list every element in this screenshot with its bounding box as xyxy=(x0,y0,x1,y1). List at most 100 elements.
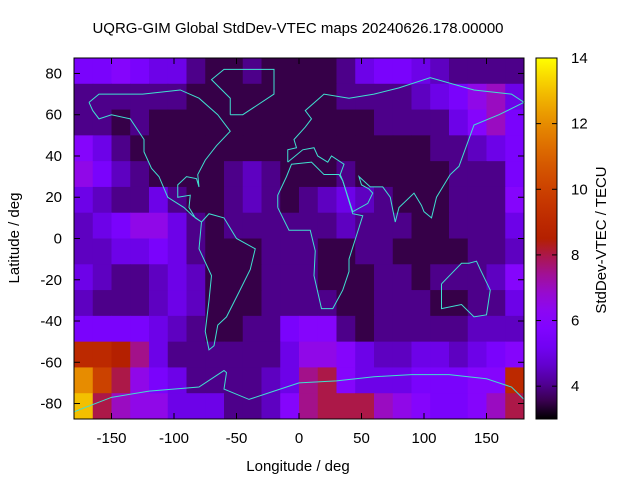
heatmap-cell xyxy=(242,161,262,188)
heatmap-cell xyxy=(299,161,319,188)
heatmap-cell xyxy=(411,393,431,420)
heatmap-cell xyxy=(449,58,469,85)
heatmap-cell xyxy=(411,238,431,265)
heatmap-cell xyxy=(261,393,281,420)
heatmap-cell xyxy=(224,367,244,394)
heatmap-cell xyxy=(317,109,337,136)
heatmap-cell xyxy=(74,341,94,368)
x-tick-label: -150 xyxy=(96,430,126,447)
y-tick-label: 20 xyxy=(45,189,62,206)
heatmap-cell xyxy=(92,109,112,136)
heatmap-cell xyxy=(242,341,262,368)
heatmap-cell xyxy=(205,83,225,111)
heatmap-cell xyxy=(224,135,244,162)
heatmap-cell xyxy=(505,109,525,136)
heatmap-cell xyxy=(111,83,131,111)
heatmap-cell xyxy=(374,135,394,162)
heatmap-cell xyxy=(467,212,487,239)
colorbar-tick-label: 14 xyxy=(571,50,588,67)
heatmap-cell xyxy=(336,83,356,111)
heatmap-cell xyxy=(317,367,337,394)
heatmap-cell xyxy=(392,58,412,85)
x-axis-ticks: -150 -100 -50 0 50 100 150 xyxy=(96,58,499,447)
heatmap-cell xyxy=(336,109,356,136)
heatmap-cell xyxy=(280,135,300,162)
heatmap-cell xyxy=(242,58,262,85)
heatmap-cell xyxy=(336,238,356,265)
heatmap-cell xyxy=(261,161,281,188)
heatmap-cell xyxy=(167,58,187,85)
heatmap-cell xyxy=(186,186,206,214)
heatmap-cell xyxy=(299,341,319,368)
heatmap-cell xyxy=(224,393,244,420)
heatmap-cell xyxy=(167,83,187,111)
heatmap-cell xyxy=(486,83,506,111)
heatmap-cell xyxy=(317,290,337,317)
heatmap-cell xyxy=(186,264,206,291)
heatmap-cell xyxy=(449,367,469,394)
heatmap-cell xyxy=(130,186,150,214)
heatmap-cell xyxy=(430,186,450,214)
heatmap-cell xyxy=(280,212,300,239)
heatmap-cell xyxy=(486,264,506,291)
heatmap-cell xyxy=(224,83,244,111)
heatmap-cell xyxy=(505,393,525,420)
heatmap-cell xyxy=(467,161,487,188)
x-tick-label: 150 xyxy=(474,430,499,447)
heatmap-cell xyxy=(92,393,112,420)
x-tick-label: 0 xyxy=(295,430,303,447)
heatmap-cell xyxy=(280,161,300,188)
heatmap-cell xyxy=(149,315,169,343)
heatmap-cell xyxy=(167,315,187,343)
heatmap-cell xyxy=(280,393,300,420)
heatmap-cell xyxy=(224,186,244,214)
coastline xyxy=(73,369,525,413)
heatmap-cell xyxy=(92,238,112,265)
heatmap-cell xyxy=(355,135,375,162)
heatmap-cell xyxy=(449,315,469,343)
heatmap-cell xyxy=(374,290,394,317)
heatmap-cell xyxy=(242,393,262,420)
heatmap-cell xyxy=(374,238,394,265)
heatmap-cell xyxy=(186,367,206,394)
heatmap-cell xyxy=(280,238,300,265)
y-tick-label: 0 xyxy=(54,231,62,248)
heatmap-cell xyxy=(505,83,525,111)
heatmap-cell xyxy=(299,58,319,85)
heatmap-cell xyxy=(242,212,262,239)
heatmap-cell xyxy=(92,341,112,368)
heatmap-cell xyxy=(74,83,94,111)
heatmap-cell xyxy=(336,290,356,317)
heatmap-cell xyxy=(280,109,300,136)
heatmap-cell xyxy=(486,212,506,239)
heatmap-cell xyxy=(505,367,525,394)
heatmap-cell xyxy=(355,186,375,214)
heatmap-cell xyxy=(111,135,131,162)
heatmap-cell xyxy=(224,212,244,239)
colorbar-tick-label: 10 xyxy=(571,181,588,198)
heatmap-cell xyxy=(336,135,356,162)
heatmap-cell xyxy=(392,341,412,368)
heatmap-cell xyxy=(374,264,394,291)
heatmap-cell xyxy=(467,290,487,317)
heatmap-cell xyxy=(130,135,150,162)
heatmap-cell xyxy=(74,315,94,343)
colorbar xyxy=(535,57,558,420)
heatmap-cell xyxy=(449,341,469,368)
heatmap-cell xyxy=(167,290,187,317)
heatmap-cell xyxy=(299,186,319,214)
heatmap-cell xyxy=(467,83,487,111)
heatmap-cell xyxy=(392,290,412,317)
heatmap-cell xyxy=(430,238,450,265)
heatmap-cell xyxy=(374,393,394,420)
heatmap-cell xyxy=(317,58,337,85)
heatmap-cell xyxy=(261,341,281,368)
coastline xyxy=(441,260,491,318)
heatmap-cell xyxy=(411,161,431,188)
heatmap-cell xyxy=(411,367,431,394)
heatmap-cell xyxy=(486,393,506,420)
heatmap-cell xyxy=(92,264,112,291)
heatmap-cell xyxy=(299,315,319,343)
heatmap-cell xyxy=(449,264,469,291)
heatmap-cell xyxy=(392,315,412,343)
